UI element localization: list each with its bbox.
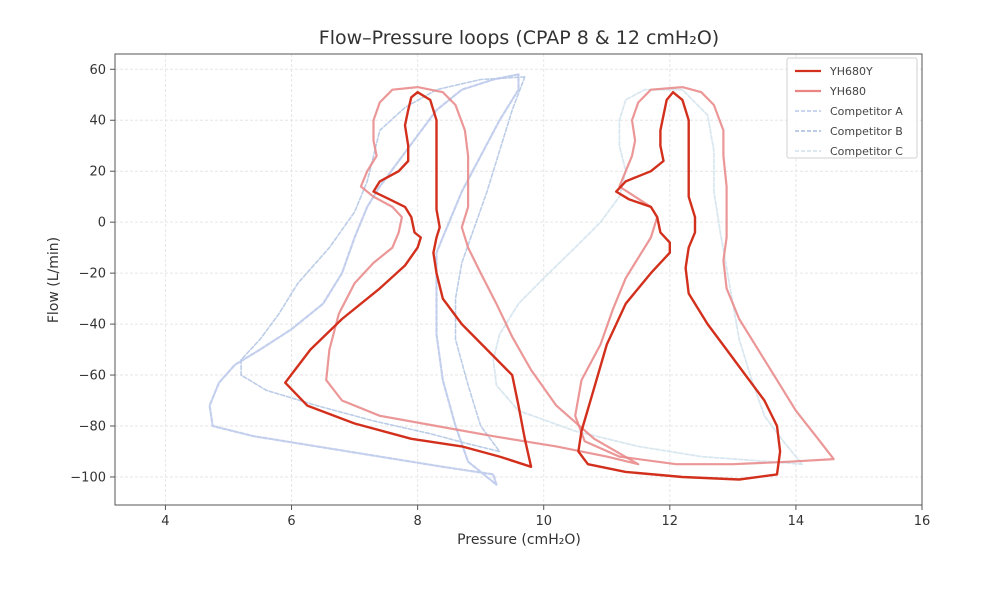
series-line-yh680y [284, 90, 533, 468]
y-tick-label: −80 [79, 420, 106, 435]
series-line-competitor-b [240, 76, 526, 453]
tick-layer: 4 6 8 10 12 14 16 60 40 20 0 −20 −40 −60 −80 −100 [70, 63, 930, 529]
x-tick-label: 4 [161, 514, 169, 529]
legend-label-competitor-a: Competitor A [830, 105, 903, 118]
legend-label-yh680y: YH680Y [829, 65, 873, 78]
series-line-competitor-a [208, 73, 520, 486]
x-tick-label: 8 [413, 514, 421, 529]
y-axis-label: Flow (L/min) [46, 237, 62, 323]
chart-title: Flow–Pressure loops (CPAP 8 & 12 cmH₂O) [319, 27, 719, 49]
y-tick-label: −40 [79, 318, 106, 333]
series-line-yh680 [325, 85, 640, 466]
y-tick-label: 40 [89, 114, 106, 129]
x-tick-label: 6 [287, 514, 295, 529]
series-line-yh680 [574, 85, 835, 466]
y-tick-label: −60 [79, 369, 106, 384]
x-tick-label: 14 [788, 514, 805, 529]
x-tick-label: 12 [662, 514, 679, 529]
legend-label-competitor-c: Competitor C [830, 145, 903, 158]
x-axis-label: Pressure (cmH₂O) [457, 532, 581, 548]
legend-items: YH680Y YH680 Competitor A Competitor B Compe… [795, 65, 903, 158]
y-tick-label: 0 [98, 216, 106, 231]
series-layer [208, 73, 835, 486]
series-line-yh680y [577, 90, 782, 481]
y-tick-label: −20 [79, 267, 106, 282]
legend-label-competitor-b: Competitor B [830, 125, 903, 138]
plot-frame [114, 53, 923, 506]
x-tick-label: 16 [914, 514, 931, 529]
x-tick-label: 10 [535, 514, 552, 529]
legend: YH680Y YH680 Competitor A Competitor B Compe… [786, 57, 918, 159]
legend-label-yh680: YH680 [829, 85, 866, 98]
y-tick-label: 20 [89, 165, 106, 180]
legend-box [786, 57, 918, 159]
y-tick-label: 60 [89, 63, 106, 78]
y-tick-label: −100 [70, 470, 106, 485]
